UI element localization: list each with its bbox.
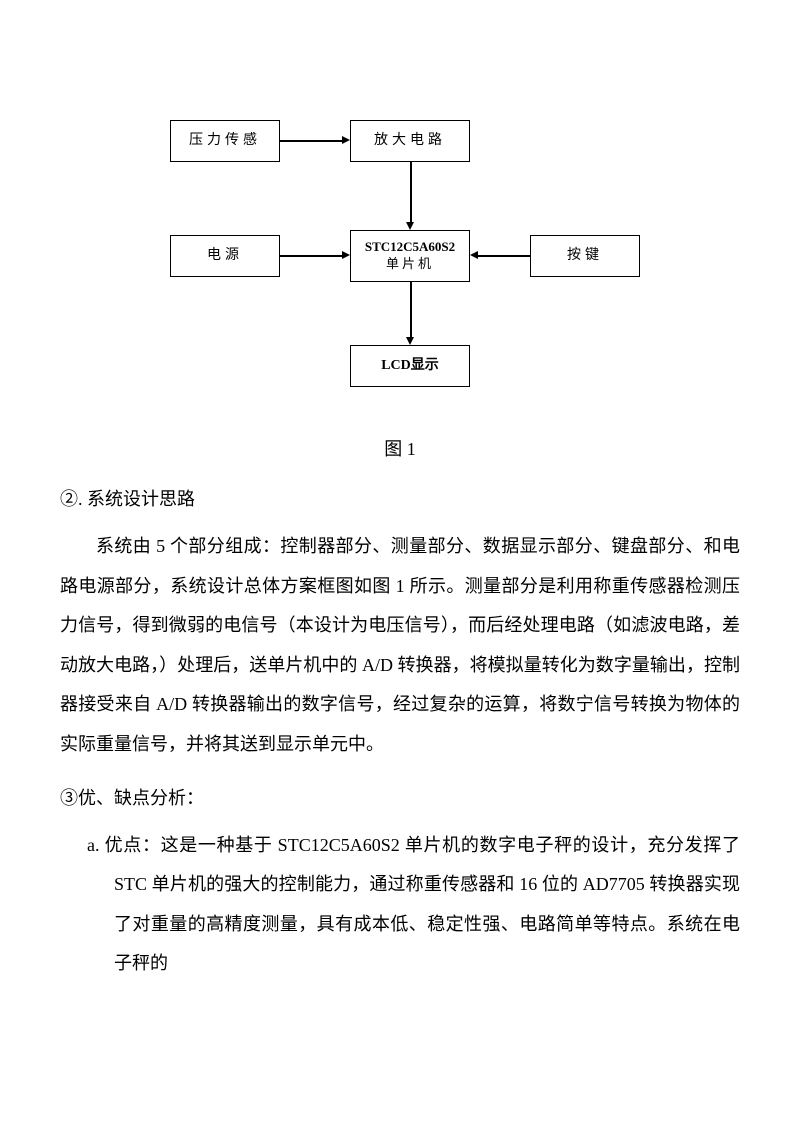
item-a-text: 这是一种基于 STC12C5A60S2 单片机的数字电子秤的设计，充分发挥了 S… (114, 835, 740, 974)
heading-pros-cons: ③优、缺点分析： (60, 780, 740, 816)
arrow-sensor-amp-head (342, 136, 350, 144)
block-diagram: 压力传感 放大电路 电源 STC12C5A60S2 单片机 按键 LCD显示 (130, 120, 670, 410)
block-power-label: 电源 (207, 247, 243, 265)
figure-caption: 图 1 (60, 435, 740, 461)
block-sensor-label: 压力传感 (189, 132, 261, 150)
arrow-mcu-lcd-head (406, 337, 414, 345)
arrow-keys-mcu-line (478, 255, 530, 257)
item-a-pros: a. 优点：这是一种基于 STC12C5A60S2 单片机的数字电子秤的设计，充… (87, 826, 740, 984)
item-a-prefix: a. 优点： (87, 835, 161, 855)
block-mcu-label-bottom: 单片机 (386, 256, 434, 273)
arrow-amp-mcu-head (406, 222, 414, 230)
block-sensor: 压力传感 (170, 120, 280, 162)
arrow-power-mcu-head (342, 251, 350, 259)
arrow-amp-mcu-line (410, 162, 412, 222)
arrow-power-mcu-line (280, 255, 342, 257)
block-keys-label: 按键 (567, 247, 603, 265)
block-keys: 按键 (530, 235, 640, 277)
heading-design-idea: ②. 系统设计思路 (60, 481, 740, 517)
arrow-mcu-lcd-line (410, 282, 412, 337)
block-mcu-label-top: STC12C5A60S2 (365, 239, 455, 256)
block-lcd-label: LCD显示 (381, 357, 439, 375)
block-amplifier-label: 放大电路 (374, 132, 446, 150)
arrow-keys-mcu-head (470, 251, 478, 259)
para-design-idea: 系统由 5 个部分组成：控制器部分、测量部分、数据显示部分、键盘部分、和电路电源… (60, 527, 740, 765)
block-lcd: LCD显示 (350, 345, 470, 387)
arrow-sensor-amp-line (280, 140, 342, 142)
block-power: 电源 (170, 235, 280, 277)
block-mcu: STC12C5A60S2 单片机 (350, 230, 470, 282)
block-amplifier: 放大电路 (350, 120, 470, 162)
